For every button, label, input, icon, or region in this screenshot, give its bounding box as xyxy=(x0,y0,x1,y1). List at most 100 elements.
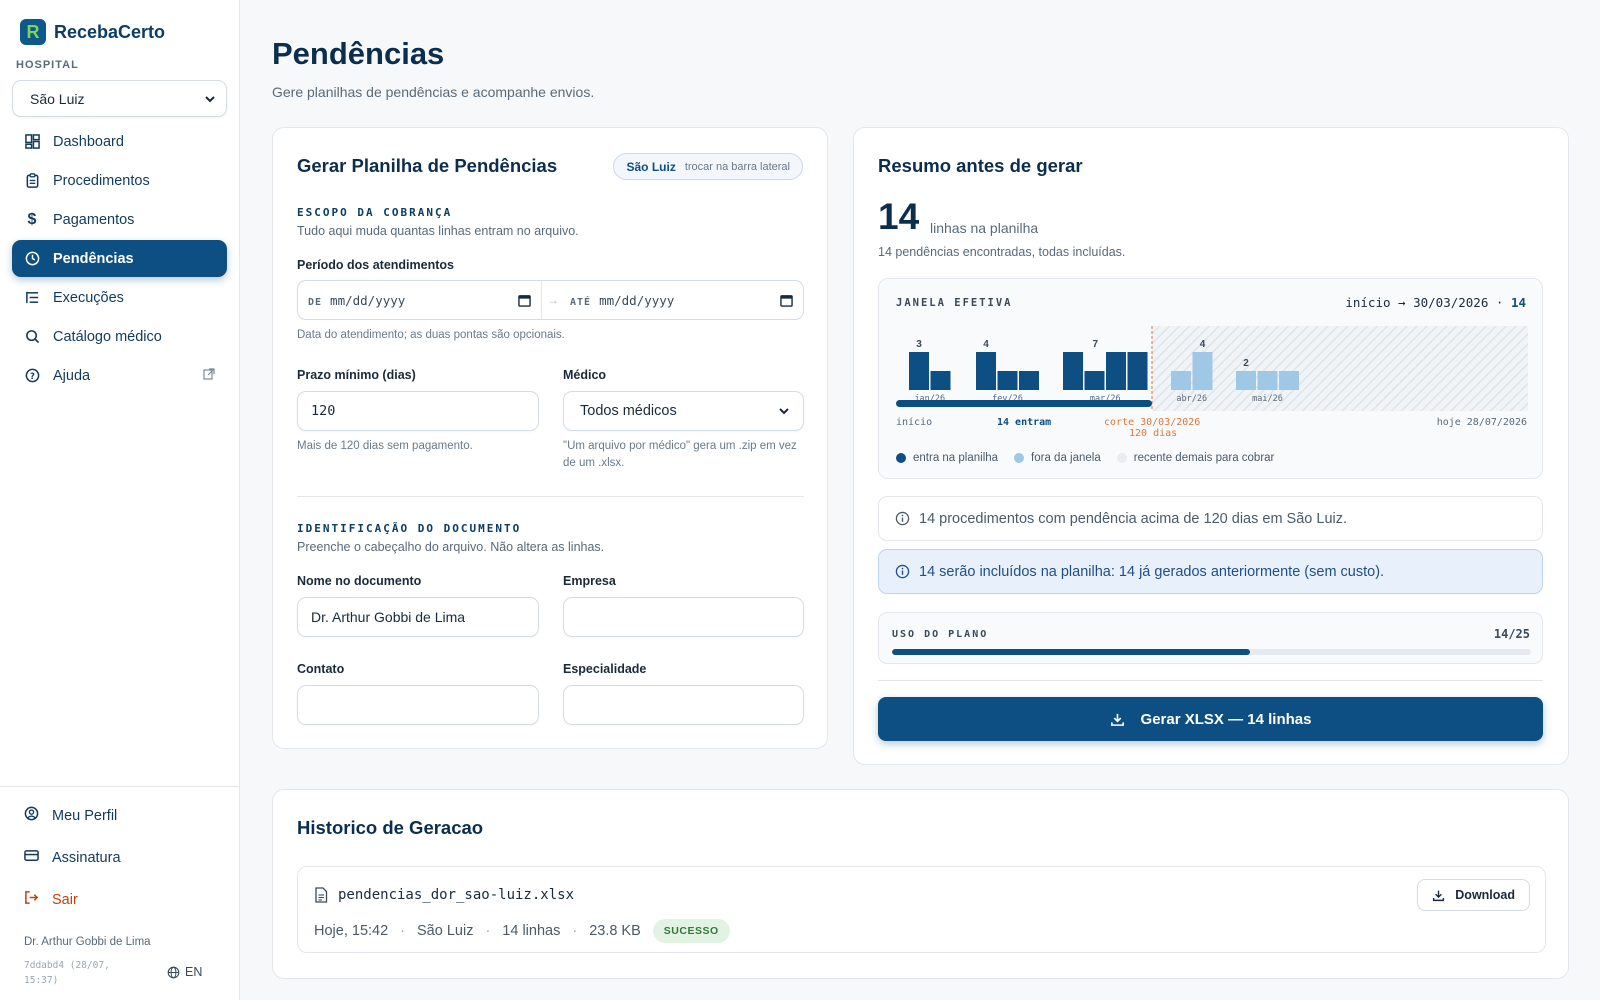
doctor-select[interactable]: Todos médicos xyxy=(563,391,804,431)
chart-bar xyxy=(909,352,929,390)
chart-month-label: fev/26 xyxy=(992,394,1023,404)
sidebar-item-label: Pendências xyxy=(53,250,134,267)
chart-bar xyxy=(1257,371,1278,390)
summary-card: Resumo antes de gerar 14 linhas na plani… xyxy=(853,127,1569,765)
language-label: EN xyxy=(185,965,203,979)
language-switch[interactable]: EN xyxy=(167,965,202,979)
chart-bar xyxy=(1192,352,1213,390)
chart-group-total: 7 xyxy=(1092,339,1098,350)
calendar-icon[interactable] xyxy=(780,294,793,307)
date-to-input[interactable]: ATÉ mm/dd/yyyy xyxy=(542,281,803,319)
history-date: Hoje, 15:42 xyxy=(314,923,389,939)
timeline-enter: 14 entram xyxy=(997,417,1051,428)
sidebar-item-sair[interactable]: Sair xyxy=(12,881,228,918)
section-divider xyxy=(297,496,804,497)
external-link-icon xyxy=(203,367,215,384)
legend-outside: fora da janela xyxy=(1014,452,1101,464)
chart-bar xyxy=(1106,352,1126,390)
sidebar: R RecebaCerto HOSPITAL São Luiz Dashboar… xyxy=(0,0,240,1000)
arrow-right-icon: → xyxy=(547,293,559,307)
effective-window: JANELA EFETIVA início → 30/03/2026 · 14 … xyxy=(878,278,1543,479)
sidebar-nav: Dashboard Procedimentos $ Pagamentos Pen… xyxy=(12,123,227,396)
min-days-input[interactable]: 120 xyxy=(297,391,539,431)
history-meta: Hoje, 15:42 · São Luiz · 14 linhas · 23.… xyxy=(314,919,730,943)
chart-bar xyxy=(1063,352,1083,390)
hospital-chip: São Luiz trocar na barra lateral xyxy=(613,153,803,180)
dashboard-icon xyxy=(24,134,40,150)
legend-recent: recente demais para cobrar xyxy=(1116,452,1274,464)
chart-group-total: 2 xyxy=(1243,358,1249,369)
name-label: Nome no documento xyxy=(297,574,422,588)
min-days-label: Prazo mínimo (dias) xyxy=(297,368,416,382)
sidebar-item-assinatura[interactable]: Assinatura xyxy=(12,839,228,876)
calendar-icon[interactable] xyxy=(518,294,531,307)
generate-form-card: Gerar Planilha de Pendências São Luiz tr… xyxy=(272,127,828,749)
summary-title: Resumo antes de gerar xyxy=(878,155,1083,176)
sidebar-item-catalogo[interactable]: Catálogo médico xyxy=(12,318,227,355)
plan-progress-track xyxy=(892,649,1531,655)
min-days-hint: Mais de 120 dias sem pagamento. xyxy=(297,440,473,452)
chart-bar xyxy=(1171,371,1191,390)
sidebar-item-dashboard[interactable]: Dashboard xyxy=(12,123,227,160)
sidebar-item-pagamentos[interactable]: $ Pagamentos xyxy=(12,201,227,238)
timeline-cut-sub: 120 dias xyxy=(1129,428,1177,439)
sidebar-bottom: Meu Perfil Assinatura Sair xyxy=(0,786,240,923)
generate-xlsx-button[interactable]: Gerar XLSX — 14 linhas xyxy=(878,697,1543,741)
name-input[interactable]: Dr. Arthur Gobbi de Lima xyxy=(297,597,539,637)
chart-bar xyxy=(1127,352,1148,390)
contact-input[interactable] xyxy=(297,685,539,725)
download-button[interactable]: Download xyxy=(1417,879,1530,911)
scope-section-desc: Tudo aqui muda quantas linhas entram no … xyxy=(297,224,579,238)
generate-button-label: Gerar XLSX — 14 linhas xyxy=(1140,710,1312,728)
legend-dot xyxy=(896,453,906,463)
specialty-input[interactable] xyxy=(563,685,804,725)
sidebar-item-meu-perfil[interactable]: Meu Perfil xyxy=(12,797,228,834)
summary-divider xyxy=(878,680,1543,681)
download-icon xyxy=(1433,890,1445,901)
chart-group-total: 4 xyxy=(1200,339,1206,350)
credit-card-icon xyxy=(24,848,39,867)
meta-separator: · xyxy=(572,923,578,939)
window-range-prefix: início → 30/03/2026 · xyxy=(1345,295,1504,310)
legend-included: entra na planilha xyxy=(896,452,998,464)
chart-month-label: abr/26 xyxy=(1176,394,1207,404)
period-label: Período dos atendimentos xyxy=(297,258,454,272)
history-size: 23.8 KB xyxy=(589,923,641,939)
doctor-hint: "Um arquivo por médico" gera um .zip em … xyxy=(563,440,797,469)
company-input[interactable] xyxy=(563,597,804,637)
brand[interactable]: R RecebaCerto xyxy=(20,19,165,45)
row-count: 14 xyxy=(878,196,920,237)
user-circle-icon xyxy=(24,806,39,825)
recent-zone xyxy=(1152,326,1528,411)
version-label: 7ddabd4 (28/07, 15:37) xyxy=(24,960,110,986)
page-subtitle: Gere planilhas de pendências e acompanhe… xyxy=(272,84,595,100)
history-item: pendencias_dor_sao-luiz.xlsx Hoje, 15:42… xyxy=(297,866,1546,953)
date-from-prefix: DE xyxy=(308,296,323,308)
info-included-text: 14 serão incluídos na planilha: 14 já ge… xyxy=(919,563,1385,580)
date-from-input[interactable]: DE mm/dd/yyyy xyxy=(298,281,541,319)
specialty-label: Especialidade xyxy=(563,662,647,676)
date-from-placeholder: mm/dd/yyyy xyxy=(330,292,406,308)
chart-group-total: 4 xyxy=(983,339,989,350)
history-card: Historico de Geracao pendencias_dor_sao-… xyxy=(272,789,1569,979)
search-icon xyxy=(24,329,40,345)
chart-bar xyxy=(1019,371,1039,390)
sidebar-item-ajuda[interactable]: ? Ajuda xyxy=(12,357,227,394)
sidebar-item-procedimentos[interactable]: Procedimentos xyxy=(12,162,227,199)
legend-dot xyxy=(1014,453,1025,463)
doc-section-label: IDENTIFICAÇÃO DO DOCUMENTO xyxy=(297,522,522,535)
chevron-down-icon xyxy=(205,95,215,102)
sidebar-item-label: Assinatura xyxy=(52,849,121,866)
hospital-label: HOSPITAL xyxy=(16,59,79,71)
contact-label: Contato xyxy=(297,662,345,676)
hospital-select[interactable]: São Luiz xyxy=(12,80,227,117)
chart-bar xyxy=(1236,371,1256,390)
clock-icon xyxy=(24,251,40,267)
info-pending-text: 14 procedimentos com pendência acima de … xyxy=(919,510,1348,527)
sidebar-item-pendencias[interactable]: Pendências xyxy=(12,240,227,277)
sidebar-item-execucoes[interactable]: Execuções xyxy=(12,279,227,316)
window-title: JANELA EFETIVA xyxy=(896,297,1013,309)
sidebar-item-label: Procedimentos xyxy=(53,172,150,189)
chart-month-label: jan/26 xyxy=(914,394,945,404)
info-icon xyxy=(895,511,910,526)
